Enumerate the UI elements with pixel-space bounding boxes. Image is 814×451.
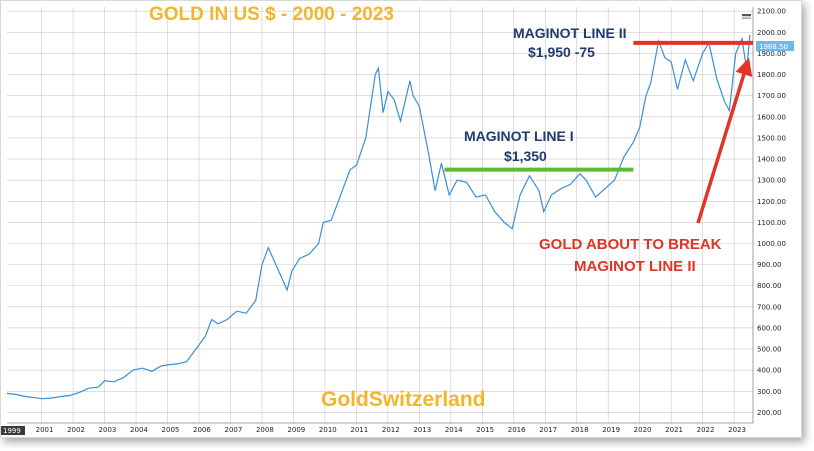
y-tick-label: 800.00	[757, 282, 782, 290]
x-tick-label: 2005	[162, 426, 180, 434]
x-tick-label: 2019	[602, 426, 620, 434]
x-tick-label: 2007	[224, 426, 242, 434]
annotation-break-line-2: MAGINOT LINE II	[574, 258, 696, 275]
maginot-lines	[444, 40, 753, 172]
x-tick-label: 2009	[287, 426, 305, 434]
y-tick-label: 2100.00	[757, 8, 786, 16]
x-tick-label: 2022	[697, 426, 715, 434]
y-tick-label: 1100.00	[757, 219, 786, 227]
x-tick-label: 2023	[728, 426, 746, 434]
y-tick-label: 1600.00	[757, 113, 786, 121]
x-tick-label: 2013	[413, 426, 431, 434]
x-tick-label: 2006	[193, 426, 211, 434]
x-tick-label: 2015	[476, 426, 494, 434]
y-tick-label: 500.00	[757, 346, 782, 354]
y-tick-label: 1900.00	[757, 50, 786, 58]
x-tick-label: 2008	[256, 426, 274, 434]
current-value-label: 1988.50	[759, 43, 788, 51]
chart-title: GOLD IN US $ - 2000 - 2023	[149, 4, 394, 25]
x-tick-label: 2016	[508, 426, 526, 434]
y-tick-label: 2000.00	[757, 29, 786, 37]
annotation-maginot-1-title: MAGINOT LINE I	[464, 128, 574, 144]
x-start-label: 1999	[3, 427, 21, 435]
x-tick-label: 2004	[130, 426, 148, 434]
x-tick-label: 2003	[99, 426, 117, 434]
annotation-maginot-2-value: $1,950 -75	[528, 44, 595, 60]
y-tick-label: 1300.00	[757, 177, 786, 185]
x-tick-label: 2011	[350, 426, 368, 434]
x-tick-label: 2017	[539, 426, 557, 434]
gold-price-chart: 200.00 300.00 400.00 500.00 600.00 700.00 800.…	[1, 4, 794, 435]
chart-frame: 200.00 300.00 400.00 500.00 600.00 700.00 800.…	[0, 0, 802, 438]
x-tick-label: 2010	[319, 426, 337, 434]
y-tick-label: 1400.00	[757, 156, 786, 164]
x-tick-label: 2018	[571, 426, 589, 434]
x-start-badge: 1999	[1, 426, 25, 435]
menu-icon[interactable]	[742, 14, 751, 19]
y-tick-label: 200.00	[757, 409, 782, 417]
annotation-break-line-1: GOLD ABOUT TO BREAK	[539, 236, 722, 253]
y-tick-label: 1200.00	[757, 198, 786, 206]
x-tick-label: 2014	[445, 426, 463, 434]
y-tick-label: 300.00	[757, 388, 782, 396]
x-tick-label: 2001	[36, 426, 54, 434]
y-axis: 200.00 300.00 400.00 500.00 600.00 700.00 800.…	[752, 7, 786, 423]
series-line-gold-price	[6, 34, 751, 400]
y-tick-label: 600.00	[757, 324, 782, 332]
y-tick-label: 1800.00	[757, 71, 786, 79]
annotation-maginot-1-value: $1,350	[504, 148, 547, 164]
x-tick-label: 2002	[67, 426, 85, 434]
current-value-box	[756, 41, 794, 51]
y-tick-label: 700.00	[757, 303, 782, 311]
x-tick-label: 2012	[382, 426, 400, 434]
grid	[7, 7, 753, 423]
y-tick-label: 1000.00	[757, 240, 786, 248]
x-axis: 2001 2002 2003 2004 2005 2006 2007 2008 2009 2010…	[7, 422, 753, 434]
annotation-maginot-2-title: MAGINOT LINE II	[513, 25, 627, 41]
current-value-badge: 1988.50	[756, 41, 794, 51]
break-arrow	[696, 57, 753, 224]
y-tick-label: 1700.00	[757, 92, 786, 100]
x-start-box	[1, 426, 25, 435]
watermark: GoldSwitzerland	[321, 388, 486, 411]
y-tick-label: 400.00	[757, 367, 782, 375]
y-tick-label: 1500.00	[757, 134, 786, 142]
x-tick-label: 2021	[665, 426, 683, 434]
x-tick-label: 2020	[634, 426, 652, 434]
y-tick-label: 900.00	[757, 261, 782, 269]
